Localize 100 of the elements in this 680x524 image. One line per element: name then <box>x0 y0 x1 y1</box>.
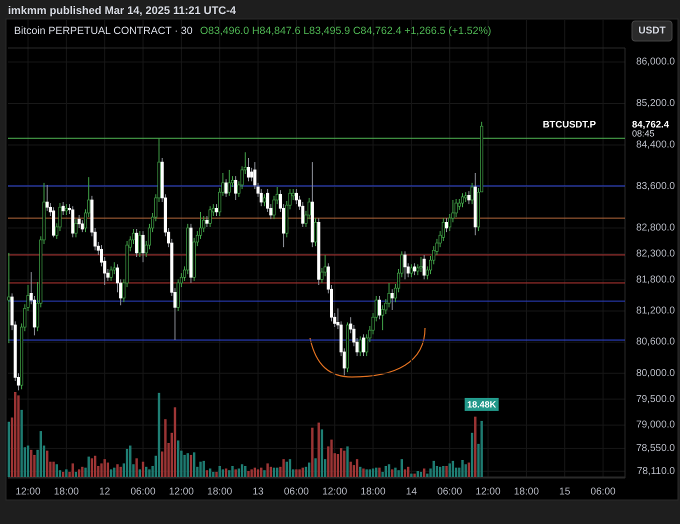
y-tick-label: 80,000.0 <box>636 368 676 379</box>
x-tick-label: 06:00 <box>590 486 616 498</box>
candlestick <box>358 336 362 357</box>
bar <box>126 448 128 477</box>
x-tick-label: 06:00 <box>130 486 156 498</box>
bar <box>62 472 64 477</box>
y-tick-label: 78,110.0 <box>636 466 676 477</box>
candlestick <box>390 288 394 310</box>
bar <box>308 462 310 477</box>
y-tick-label: 79,500.0 <box>636 394 676 405</box>
bar <box>65 469 68 477</box>
bar <box>394 468 397 477</box>
bar <box>474 416 476 477</box>
bar <box>266 463 269 477</box>
candlestick <box>205 216 208 228</box>
bar <box>410 474 413 477</box>
bar <box>208 468 212 477</box>
bar <box>17 395 20 477</box>
y-tick-label: 80,600.0 <box>636 336 676 348</box>
annotation: BTCUSDT.P <box>542 120 597 131</box>
candlestick <box>62 202 65 216</box>
chart-title: Bitcoin PERPETUAL CONTRACT · 30 <box>14 24 193 37</box>
candlestick <box>419 256 423 273</box>
bar <box>113 468 116 477</box>
x-tick-label: 18:00 <box>54 486 80 498</box>
bar <box>94 456 96 477</box>
bar <box>244 466 246 477</box>
bar <box>190 454 192 477</box>
x-tick-label: 12 <box>99 486 111 498</box>
y-tick-label: 81,800.0 <box>636 274 676 286</box>
bar <box>119 466 122 477</box>
bar <box>74 472 78 477</box>
text: USDT <box>638 26 666 37</box>
bar <box>318 422 320 477</box>
x-tick-label: 06:00 <box>284 486 310 498</box>
candlestick <box>470 182 474 205</box>
x-tick-label: 12:00 <box>168 486 194 498</box>
bar <box>81 466 84 477</box>
candlestick <box>135 228 138 258</box>
bar <box>56 464 58 477</box>
y-tick-label: 83,600.0 <box>636 181 676 192</box>
bar <box>234 469 237 477</box>
bar <box>356 459 358 477</box>
candlestick <box>246 157 250 182</box>
y-tick-label: 82,300.0 <box>636 248 676 260</box>
text: 84,762.4 <box>632 120 670 131</box>
candlestick <box>214 204 218 217</box>
bar <box>480 420 483 477</box>
text: 08:45 <box>632 128 655 138</box>
candlestick <box>138 230 142 258</box>
bar <box>72 463 74 477</box>
bar <box>224 468 228 477</box>
bar <box>298 469 301 477</box>
text: imkmm published Mar 14, 2025 11:21 UTC-4 <box>8 4 237 17</box>
bar <box>228 470 230 477</box>
bar <box>148 469 151 477</box>
bar <box>183 454 186 477</box>
bar <box>40 431 42 477</box>
bar <box>138 469 142 477</box>
bar <box>276 468 278 477</box>
x-tick-label: 18:00 <box>514 486 540 498</box>
bar <box>90 458 94 477</box>
bar <box>375 468 378 477</box>
bar <box>110 469 112 477</box>
bar <box>52 462 55 477</box>
bar <box>30 450 32 477</box>
bar <box>240 464 244 477</box>
bar <box>250 469 253 477</box>
bar <box>88 456 90 477</box>
bar <box>368 469 372 477</box>
bar <box>468 462 470 477</box>
candlestick <box>250 167 254 182</box>
bar <box>186 453 189 477</box>
bar <box>20 410 23 477</box>
bar <box>384 466 388 477</box>
bar <box>260 468 262 477</box>
bar <box>222 469 224 477</box>
bar <box>311 428 314 477</box>
x-tick-label: 12:00 <box>476 486 501 498</box>
bar <box>176 440 180 477</box>
candlestick <box>362 334 366 357</box>
y-tick-label: 81,200.0 <box>636 306 676 317</box>
bar <box>202 460 205 477</box>
bar <box>391 469 394 477</box>
bar <box>270 466 272 477</box>
candlestick <box>71 206 74 238</box>
candlestick <box>314 218 318 247</box>
candlestick <box>141 230 145 263</box>
bar <box>432 460 435 477</box>
x-tick-label: 18:00 <box>360 486 386 498</box>
bar <box>103 459 106 477</box>
bar <box>349 462 352 477</box>
bar <box>238 468 240 477</box>
candlestick <box>74 218 78 238</box>
candlestick <box>110 266 113 282</box>
candlestick <box>422 254 426 280</box>
bar <box>263 470 266 477</box>
bar <box>46 450 48 477</box>
candlestick <box>262 194 266 207</box>
bar <box>282 459 285 477</box>
